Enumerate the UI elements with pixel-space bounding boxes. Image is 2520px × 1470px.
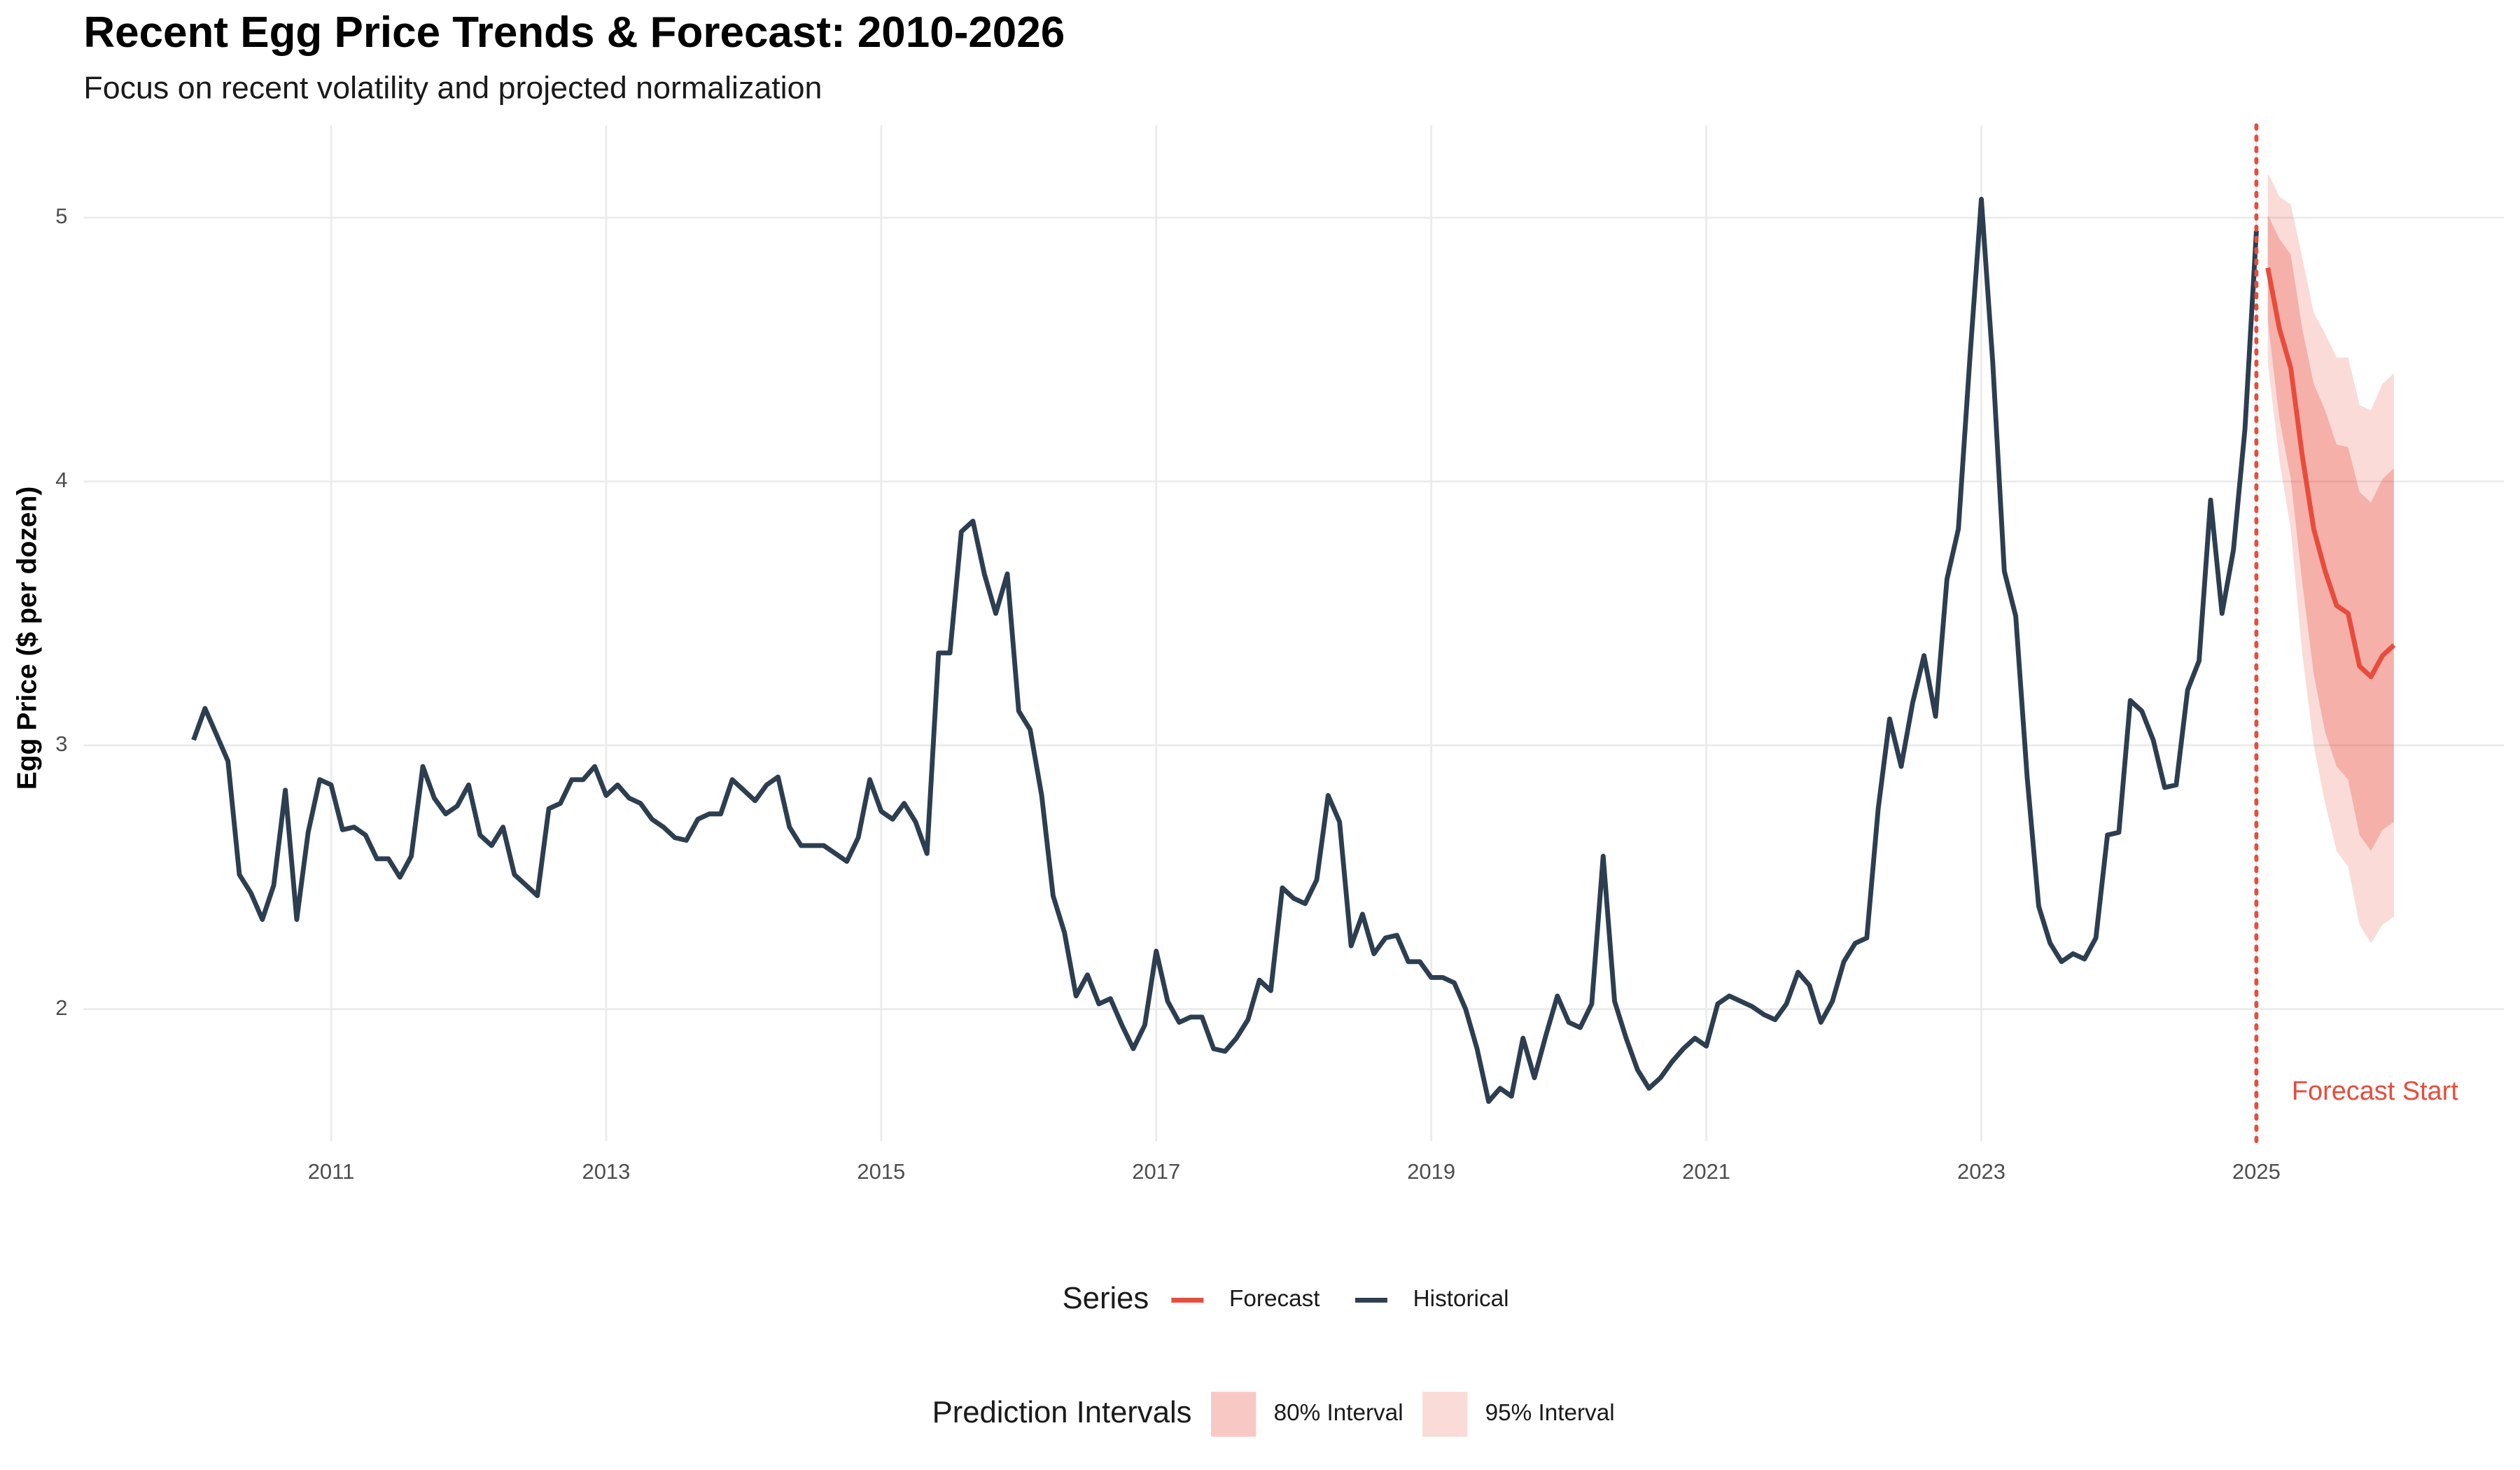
series-line <box>191 197 2259 1105</box>
chart-title: Recent Egg Price Trends & Forecast: 2010… <box>83 8 1065 57</box>
lines <box>191 197 2396 1105</box>
x-tick-label: 2015 <box>857 1159 905 1184</box>
y-tick-label: 5 <box>55 204 67 228</box>
interval-band <box>2267 172 2394 944</box>
y-tick-label: 3 <box>55 732 67 756</box>
y-axis-title: Egg Price ($ per dozen) <box>13 486 43 790</box>
chart-subtitle: Focus on recent volatility and projected… <box>83 70 822 105</box>
x-tick-label: 2017 <box>1132 1159 1180 1184</box>
x-tick-label: 2025 <box>2232 1159 2281 1184</box>
x-tick-label: 2023 <box>1957 1159 2005 1184</box>
y-tick-label: 2 <box>55 995 67 1020</box>
legend-title: Prediction Intervals <box>932 1396 1192 1429</box>
forecast-start-label: Forecast Start <box>2292 1077 2458 1106</box>
interval-band <box>2267 215 2394 851</box>
series-legend: Series Forecast Historical <box>1063 1282 1509 1315</box>
x-tick-label: 2019 <box>1407 1159 1455 1184</box>
legend-label: 95% Interval <box>1485 1400 1615 1426</box>
interval-legend: Prediction Intervals 80% Interval 95% Inte… <box>932 1392 1615 1437</box>
y-tick-label: 4 <box>55 468 67 492</box>
legend-swatch <box>1211 1392 1256 1437</box>
x-tick-label: 2011 <box>308 1159 355 1184</box>
x-tick-label: 2021 <box>1682 1159 1730 1184</box>
legend-label: Forecast <box>1229 1286 1320 1312</box>
annotations: Forecast Start <box>2254 123 2458 1143</box>
legend-swatch <box>1422 1392 1468 1437</box>
legend-title: Series <box>1063 1282 1149 1315</box>
interval-bands <box>2267 172 2394 944</box>
series-line <box>2265 267 2396 680</box>
legend-label: Historical <box>1413 1286 1509 1312</box>
x-tick-label: 2013 <box>582 1159 630 1184</box>
grid: 2 3 4 5 2011 2013 2015 2017 2019 2021 2023 2025 <box>55 125 2505 1184</box>
legend-label: 80% Interval <box>1274 1400 1404 1426</box>
